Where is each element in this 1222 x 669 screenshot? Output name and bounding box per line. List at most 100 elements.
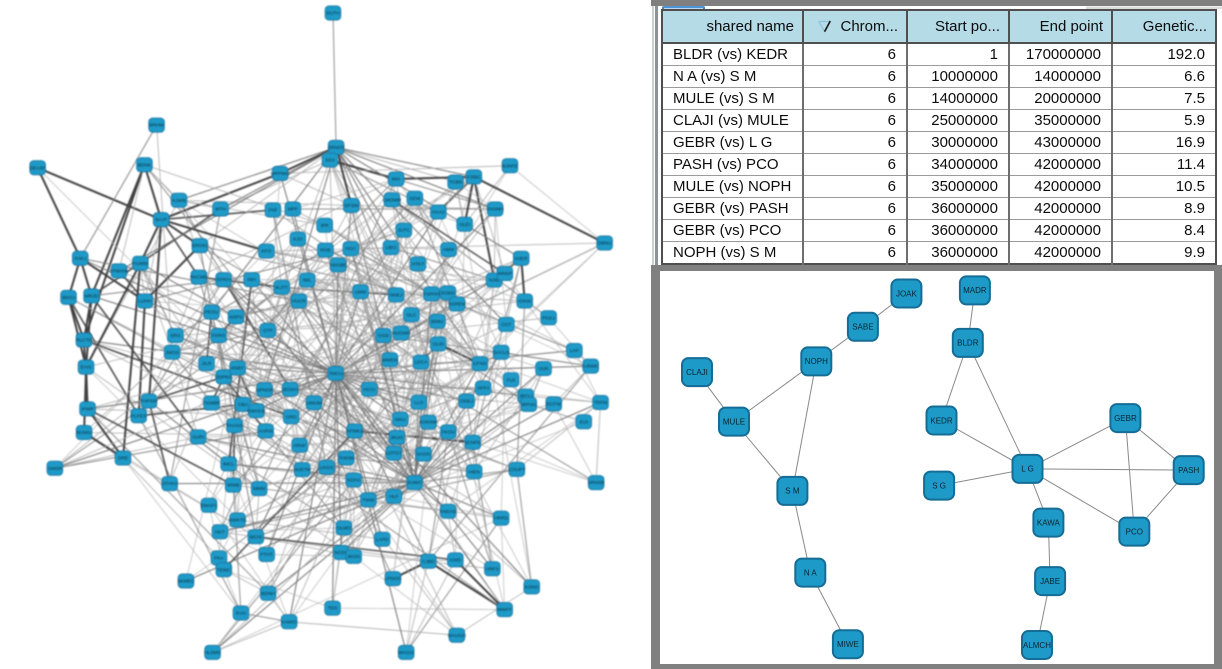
svg-text:KAWIO: KAWIO bbox=[281, 619, 297, 625]
svg-text:CFNO: CFNO bbox=[473, 361, 487, 367]
svg-text:HRRS: HRRS bbox=[494, 516, 508, 522]
svg-text:FLE: FLE bbox=[507, 377, 516, 383]
svg-text:FSPHH: FSPHH bbox=[424, 292, 441, 298]
svg-text:MAGGI: MAGGI bbox=[398, 650, 414, 656]
svg-text:EOBS: EOBS bbox=[441, 291, 454, 297]
svg-text:JMOS: JMOS bbox=[166, 350, 179, 356]
svg-text:LLO: LLO bbox=[414, 400, 423, 406]
svg-text:HTKT: HTKT bbox=[412, 262, 425, 268]
svg-text:FKA: FKA bbox=[214, 556, 224, 562]
svg-text:S G: S G bbox=[932, 481, 946, 490]
svg-text:GEBR: GEBR bbox=[1114, 414, 1137, 423]
svg-text:LUHH: LUHH bbox=[138, 299, 152, 305]
svg-text:MAUGO: MAUGO bbox=[448, 633, 466, 639]
svg-text:OLEI: OLEI bbox=[459, 222, 470, 228]
svg-text:UMUM: UMUM bbox=[307, 400, 322, 406]
svg-text:SKMEC: SKMEC bbox=[177, 579, 195, 585]
svg-text:TDS: TDS bbox=[328, 606, 338, 612]
svg-text:HSGBE: HSGBE bbox=[330, 263, 347, 269]
svg-text:BUWU: BUWU bbox=[77, 430, 92, 436]
svg-text:MIWE: MIWE bbox=[837, 640, 859, 649]
svg-text:NWKTD: NWKTD bbox=[229, 518, 247, 524]
svg-text:TMCU: TMCU bbox=[329, 371, 343, 377]
svg-text:HCCI: HCCI bbox=[364, 387, 376, 393]
svg-text:ODPKG: ODPKG bbox=[215, 375, 233, 381]
svg-text:KJO: KJO bbox=[293, 237, 303, 243]
svg-text:FKOU: FKOU bbox=[442, 430, 456, 436]
svg-text:HJER: HJER bbox=[515, 256, 528, 262]
svg-text:FKRO: FKRO bbox=[212, 333, 226, 339]
svg-text:HBM: HBM bbox=[443, 247, 454, 253]
svg-text:FTHT: FTHT bbox=[260, 552, 272, 558]
svg-text:TEMC: TEMC bbox=[217, 567, 231, 573]
svg-text:MWFF: MWFF bbox=[497, 607, 511, 613]
svg-text:SOJ: SOJ bbox=[325, 158, 335, 164]
svg-text:LAP: LAP bbox=[570, 348, 579, 354]
svg-text:GRO: GRO bbox=[286, 414, 297, 420]
svg-text:UUK: UUK bbox=[538, 366, 549, 372]
svg-text:FLFES: FLFES bbox=[131, 413, 146, 419]
svg-text:MIA: MIA bbox=[392, 177, 401, 183]
svg-text:CLAJI: CLAJI bbox=[686, 368, 708, 377]
svg-text:KEDR: KEDR bbox=[930, 416, 952, 425]
svg-text:OTHHJ: OTHHJ bbox=[162, 481, 179, 487]
svg-text:IBCIS: IBCIS bbox=[250, 534, 263, 540]
svg-text:KDHJ: KDHJ bbox=[347, 478, 360, 484]
svg-text:LDTGT: LDTGT bbox=[386, 451, 402, 457]
svg-text:HLF: HLF bbox=[389, 494, 398, 500]
svg-text:NJIB: NJIB bbox=[489, 278, 499, 284]
svg-text:NSREM: NSREM bbox=[448, 302, 465, 308]
svg-text:CSBC: CSBC bbox=[467, 175, 481, 181]
svg-text:NNEJ: NNEJ bbox=[390, 293, 403, 299]
svg-text:TRFM: TRFM bbox=[594, 400, 607, 406]
svg-text:N A: N A bbox=[804, 568, 818, 577]
svg-text:JUTC: JUTC bbox=[398, 228, 411, 234]
svg-text:EIJI: EIJI bbox=[580, 419, 588, 425]
svg-text:FNF: FNF bbox=[268, 208, 277, 214]
svg-text:SEW: SEW bbox=[409, 196, 420, 202]
svg-text:BWAFC: BWAFC bbox=[200, 503, 218, 509]
svg-text:MWEM: MWEM bbox=[382, 357, 398, 363]
svg-text:RLCTD: RLCTD bbox=[76, 338, 93, 344]
svg-text:MPF: MPF bbox=[288, 207, 298, 213]
svg-text:HUCR: HUCR bbox=[292, 299, 306, 305]
svg-text:FAKJ: FAKJ bbox=[75, 256, 87, 262]
svg-text:CGT: CGT bbox=[501, 322, 511, 328]
svg-text:HGT: HGT bbox=[215, 529, 225, 535]
svg-text:LKGO: LKGO bbox=[320, 465, 334, 471]
svg-text:FUWM: FUWM bbox=[133, 261, 148, 267]
svg-text:FPWSW: FPWSW bbox=[110, 269, 129, 275]
svg-text:ARNF: ARNF bbox=[293, 443, 306, 449]
svg-text:UBO: UBO bbox=[386, 245, 397, 251]
svg-text:BLDR: BLDR bbox=[957, 339, 979, 348]
svg-text:TWW: TWW bbox=[362, 498, 374, 504]
svg-text:WPPWG: WPPWG bbox=[271, 171, 290, 177]
svg-text:IMH: IMH bbox=[247, 277, 256, 283]
svg-text:PASH: PASH bbox=[1178, 466, 1199, 475]
svg-text:BRHW: BRHW bbox=[149, 123, 164, 129]
svg-text:PEOU: PEOU bbox=[205, 310, 219, 316]
svg-text:ALMCH: ALMCH bbox=[1023, 641, 1051, 650]
svg-text:JKUG: JKUG bbox=[391, 435, 404, 441]
svg-text:IPR: IPR bbox=[321, 223, 330, 229]
svg-text:KWD: KWD bbox=[450, 558, 462, 564]
svg-text:IWL: IWL bbox=[303, 278, 312, 284]
svg-text:ODEJ: ODEJ bbox=[460, 399, 473, 405]
svg-text:THKMI: THKMI bbox=[339, 456, 354, 462]
svg-text:HAAJ: HAAJ bbox=[432, 210, 445, 216]
svg-text:WPUU: WPUU bbox=[521, 402, 536, 408]
svg-text:GMSR: GMSR bbox=[48, 466, 63, 472]
svg-text:NCDE: NCDE bbox=[335, 550, 349, 556]
svg-text:HGC: HGC bbox=[345, 246, 356, 252]
svg-text:PCO: PCO bbox=[1126, 527, 1143, 536]
svg-text:WTH: WTH bbox=[215, 207, 226, 213]
svg-text:GGD: GGD bbox=[378, 333, 389, 339]
svg-text:PAASS: PAASS bbox=[227, 423, 243, 429]
svg-text:HIEN: HIEN bbox=[468, 469, 480, 475]
svg-text:JABE: JABE bbox=[1040, 577, 1060, 586]
svg-text:KFMKJ: KFMKJ bbox=[347, 429, 363, 435]
svg-text:DFSM: DFSM bbox=[345, 203, 359, 209]
svg-text:GTP: GTP bbox=[263, 328, 273, 334]
svg-text:WWB: WWB bbox=[227, 483, 239, 489]
svg-text:ROB: ROB bbox=[320, 248, 330, 254]
